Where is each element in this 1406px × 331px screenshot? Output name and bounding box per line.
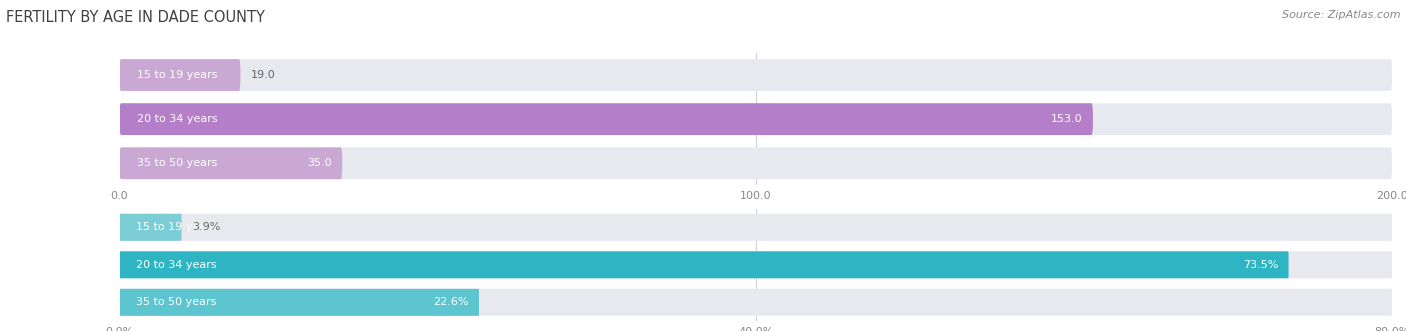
FancyBboxPatch shape xyxy=(120,103,1092,135)
FancyBboxPatch shape xyxy=(120,214,181,241)
FancyBboxPatch shape xyxy=(120,214,1392,241)
Text: 19.0: 19.0 xyxy=(250,70,276,80)
FancyBboxPatch shape xyxy=(120,147,342,179)
Text: 22.6%: 22.6% xyxy=(433,297,468,307)
FancyBboxPatch shape xyxy=(120,251,1392,278)
Text: Source: ZipAtlas.com: Source: ZipAtlas.com xyxy=(1282,10,1400,20)
FancyBboxPatch shape xyxy=(120,103,1392,135)
Text: 35 to 50 years: 35 to 50 years xyxy=(136,158,217,168)
FancyBboxPatch shape xyxy=(120,147,1392,179)
Text: 15 to 19 years: 15 to 19 years xyxy=(136,222,217,232)
Text: 15 to 19 years: 15 to 19 years xyxy=(136,70,217,80)
FancyBboxPatch shape xyxy=(120,289,479,316)
Text: 20 to 34 years: 20 to 34 years xyxy=(136,114,217,124)
FancyBboxPatch shape xyxy=(120,251,1288,278)
Text: 35.0: 35.0 xyxy=(308,158,332,168)
Text: 3.9%: 3.9% xyxy=(191,222,221,232)
Text: 73.5%: 73.5% xyxy=(1243,260,1278,270)
FancyBboxPatch shape xyxy=(120,289,1392,316)
Text: 153.0: 153.0 xyxy=(1052,114,1083,124)
FancyBboxPatch shape xyxy=(120,59,240,91)
Text: 35 to 50 years: 35 to 50 years xyxy=(136,297,217,307)
FancyBboxPatch shape xyxy=(120,59,1392,91)
Text: 20 to 34 years: 20 to 34 years xyxy=(136,260,217,270)
Text: FERTILITY BY AGE IN DADE COUNTY: FERTILITY BY AGE IN DADE COUNTY xyxy=(6,10,264,25)
